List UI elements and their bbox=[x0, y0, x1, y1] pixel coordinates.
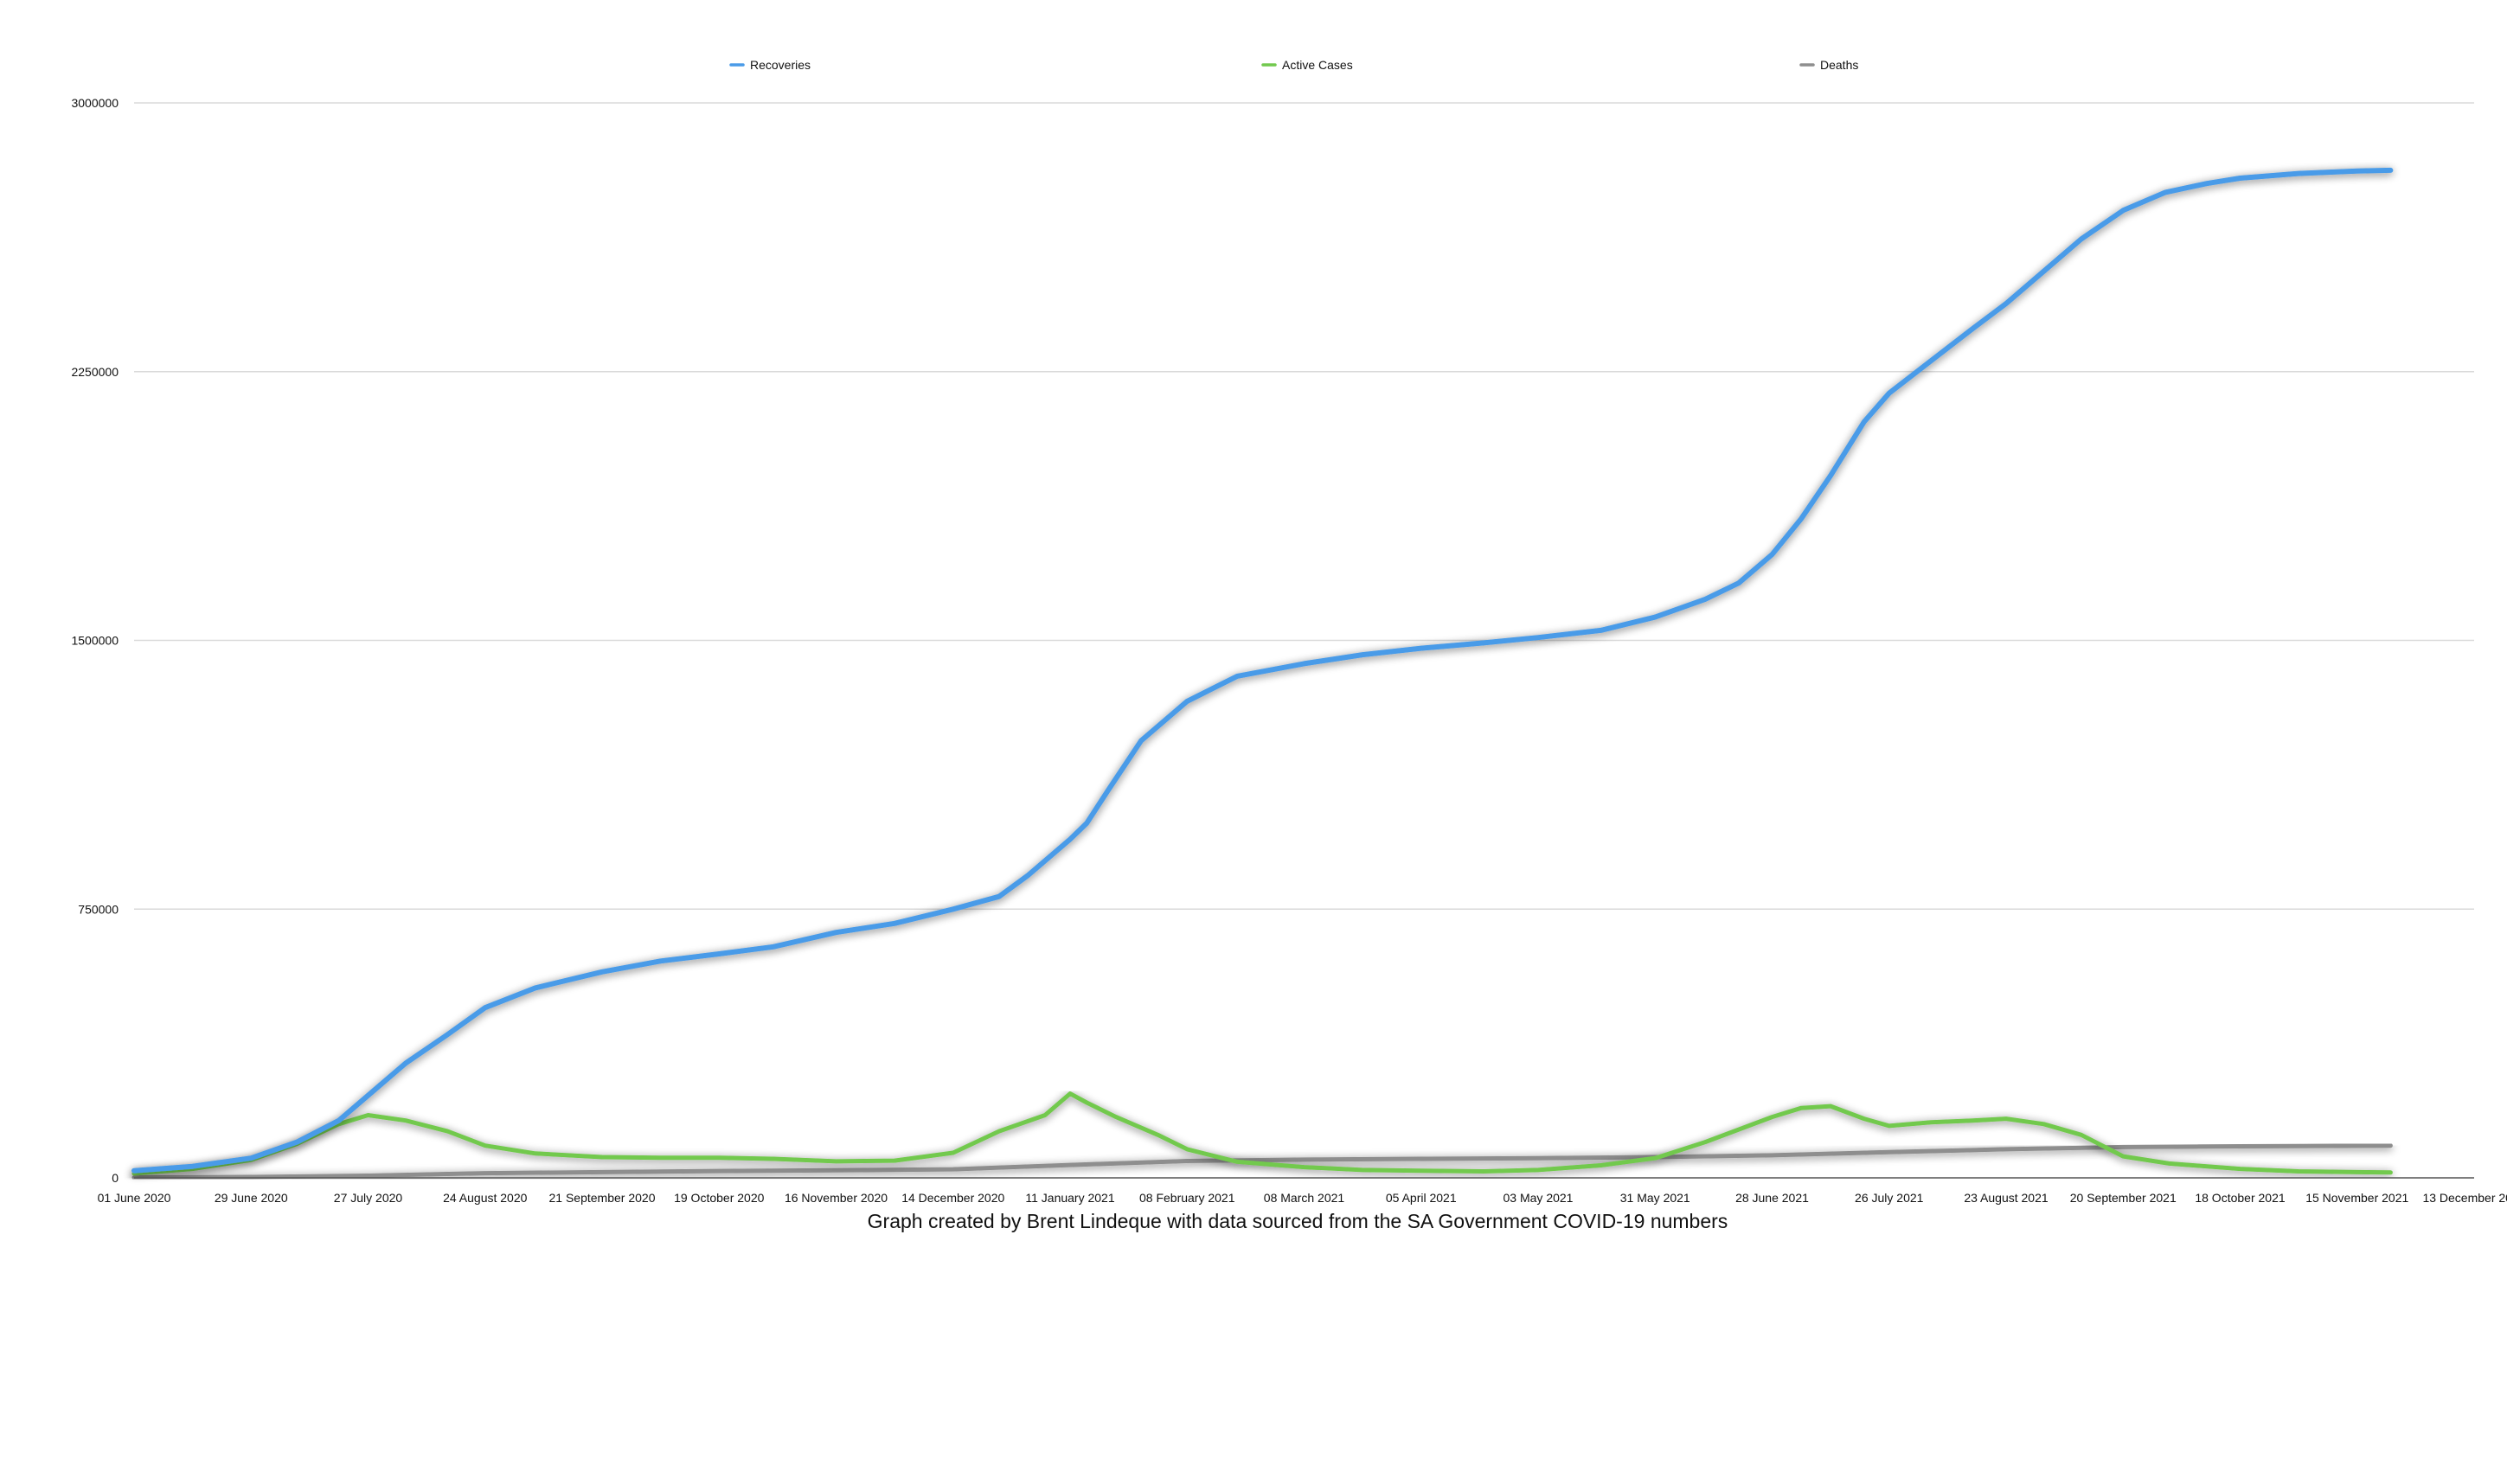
x-tick-label: 11 January 2021 bbox=[1025, 1191, 1114, 1205]
x-tick-label: 08 February 2021 bbox=[1139, 1191, 1235, 1205]
y-tick-label: 1500000 bbox=[71, 634, 119, 648]
legend-label: Recoveries bbox=[750, 58, 811, 72]
x-tick-label: 23 August 2021 bbox=[1964, 1191, 2049, 1205]
y-axis-tick-labels: 0 750000 1500000 2250000 3000000 bbox=[71, 96, 119, 1185]
x-tick-label: 31 May 2021 bbox=[1620, 1191, 1690, 1205]
legend-label: Active Cases bbox=[1282, 58, 1353, 72]
legend-item-active-cases: Active Cases bbox=[1261, 58, 1353, 72]
x-axis-tick-labels: 01 June 2020 29 June 2020 27 July 2020 24 A… bbox=[98, 1191, 2507, 1205]
x-tick-label: 13 December 2021 bbox=[2422, 1191, 2507, 1205]
legend-item-deaths: Deaths bbox=[1799, 58, 1858, 72]
x-tick-label: 01 June 2020 bbox=[98, 1191, 171, 1205]
recoveries-series-line bbox=[131, 167, 2394, 1174]
series-layer bbox=[131, 167, 2394, 1180]
x-tick-label: 28 June 2021 bbox=[1735, 1191, 1809, 1205]
y-tick-label: 2250000 bbox=[71, 365, 119, 379]
x-tick-label: 15 November 2021 bbox=[2305, 1191, 2408, 1205]
y-tick-label: 750000 bbox=[78, 902, 119, 916]
x-tick-label: 19 October 2020 bbox=[674, 1191, 765, 1205]
x-tick-label: 27 July 2020 bbox=[334, 1191, 403, 1205]
x-tick-label: 26 July 2021 bbox=[1855, 1191, 1924, 1205]
x-tick-label: 16 November 2020 bbox=[785, 1191, 888, 1205]
x-tick-label: 29 June 2020 bbox=[215, 1191, 288, 1205]
x-tick-label: 18 October 2021 bbox=[2195, 1191, 2286, 1205]
chart-caption: Graph created by Brent Lindeque with dat… bbox=[868, 1210, 1728, 1232]
y-tick-label: 0 bbox=[112, 1171, 119, 1185]
x-tick-label: 08 March 2021 bbox=[1264, 1191, 1345, 1205]
x-tick-label: 20 September 2021 bbox=[2070, 1191, 2177, 1205]
legend-item-recoveries: Recoveries bbox=[729, 58, 811, 72]
grid-lines bbox=[134, 102, 2474, 910]
x-tick-label: 21 September 2020 bbox=[549, 1191, 656, 1205]
legend-label: Deaths bbox=[1820, 58, 1858, 72]
deaths-series-line bbox=[131, 1143, 2393, 1180]
active-cases-series-line bbox=[131, 1091, 2393, 1176]
y-tick-label: 3000000 bbox=[71, 96, 119, 110]
x-tick-label: 24 August 2020 bbox=[443, 1191, 528, 1205]
x-tick-label: 05 April 2021 bbox=[1386, 1191, 1457, 1205]
x-tick-label: 03 May 2021 bbox=[1504, 1191, 1574, 1205]
x-tick-label: 14 December 2020 bbox=[901, 1191, 1004, 1205]
legend: Recoveries Active Cases Deaths bbox=[729, 58, 1858, 72]
